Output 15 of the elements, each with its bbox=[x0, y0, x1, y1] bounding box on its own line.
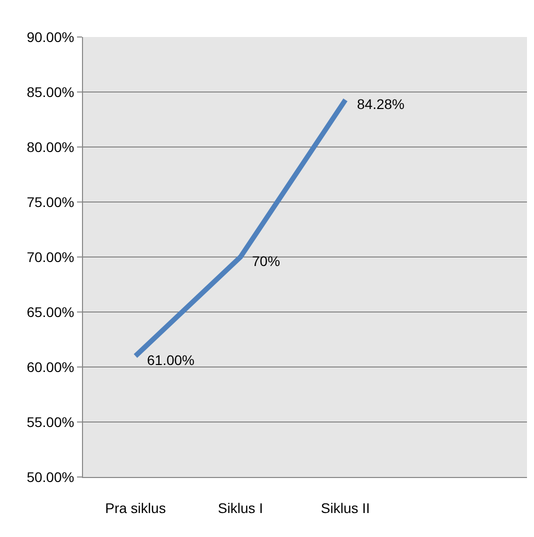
y-tick-label: 85.00% bbox=[26, 84, 74, 100]
y-tick-label: 50.00% bbox=[26, 468, 74, 485]
y-tick-label: 80.00% bbox=[26, 138, 74, 155]
x-tick-label: Pra siklus bbox=[105, 500, 166, 516]
data-label: 84.28% bbox=[357, 96, 404, 112]
y-tick-label: 70.00% bbox=[26, 248, 74, 265]
y-tick-label: 90.00% bbox=[26, 28, 74, 45]
x-tick-label: Siklus II bbox=[320, 500, 370, 516]
y-tick-label: 65.00% bbox=[26, 304, 74, 320]
y-tick-label: 55.00% bbox=[26, 414, 74, 430]
y-tick-label: 60.00% bbox=[26, 358, 74, 375]
data-label: 70% bbox=[252, 253, 280, 269]
x-tick-label: Siklus I bbox=[218, 500, 264, 516]
y-tick-label: 75.00% bbox=[26, 194, 74, 210]
data-label: 61.00% bbox=[147, 352, 194, 368]
